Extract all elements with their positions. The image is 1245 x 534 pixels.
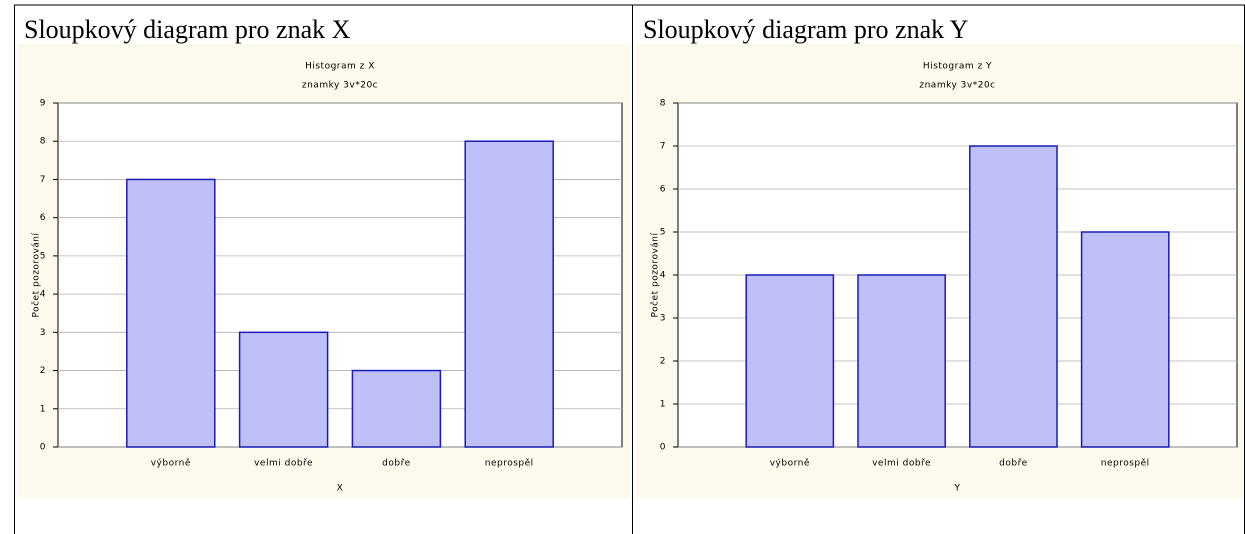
y-tick-label: 1 (40, 404, 46, 414)
bar (351, 369, 442, 448)
y-tick-label: 3 (40, 328, 46, 338)
bar (745, 274, 835, 448)
y-tick-label: 8 (660, 99, 666, 109)
chart-title: Histogram z X (305, 62, 375, 72)
heading: Sloupkový diagram pro znak Y (643, 15, 969, 44)
x-tick-label: dobře (999, 459, 1027, 469)
bar (464, 140, 554, 448)
y-tick-label: 8 (40, 137, 46, 147)
x-axis-label: X (337, 484, 344, 494)
y-tick-label: 2 (660, 357, 666, 367)
bar (969, 145, 1058, 448)
y-tick-label: 5 (660, 228, 666, 238)
x-tick-label: neprospěl (485, 459, 534, 469)
x-tick-label: velmi dobře (254, 459, 313, 469)
chart-subtitle: znamky 3v*20c (919, 81, 995, 91)
y-axis-label: Počet pozorování (31, 233, 42, 318)
y-tick-label: 2 (40, 366, 46, 376)
y-tick-label: 4 (660, 271, 666, 281)
x-tick-label: dobře (382, 459, 410, 469)
y-tick-label: 9 (40, 99, 46, 109)
y-tick-label: 1 (660, 400, 666, 410)
y-tick-label: 4 (40, 290, 46, 300)
chart-title: Histogram z Y (923, 62, 992, 72)
bar (857, 274, 946, 448)
y-tick-label: 7 (40, 175, 46, 185)
x-tick-label: velmi dobře (872, 459, 931, 469)
x-tick-label: výborně (770, 459, 810, 469)
x-tick-label: výborně (151, 459, 191, 469)
y-tick-label: 6 (40, 213, 46, 223)
heading: Sloupkový diagram pro znak X (24, 15, 351, 44)
x-axis-label: Y (954, 484, 961, 494)
bar (238, 331, 329, 448)
chart-subtitle: znamky 3v*20c (302, 81, 378, 91)
y-tick-label: 3 (660, 314, 666, 324)
y-tick-label: 6 (660, 185, 666, 195)
y-tick-label: 0 (660, 443, 666, 453)
y-tick-label: 0 (40, 443, 46, 453)
y-axis-label: Počet pozorování (650, 233, 661, 318)
x-tick-label: neprospěl (1101, 459, 1150, 469)
y-tick-label: 5 (40, 251, 46, 261)
bar (126, 178, 216, 448)
y-tick-label: 7 (660, 142, 666, 152)
bar (1080, 231, 1170, 448)
